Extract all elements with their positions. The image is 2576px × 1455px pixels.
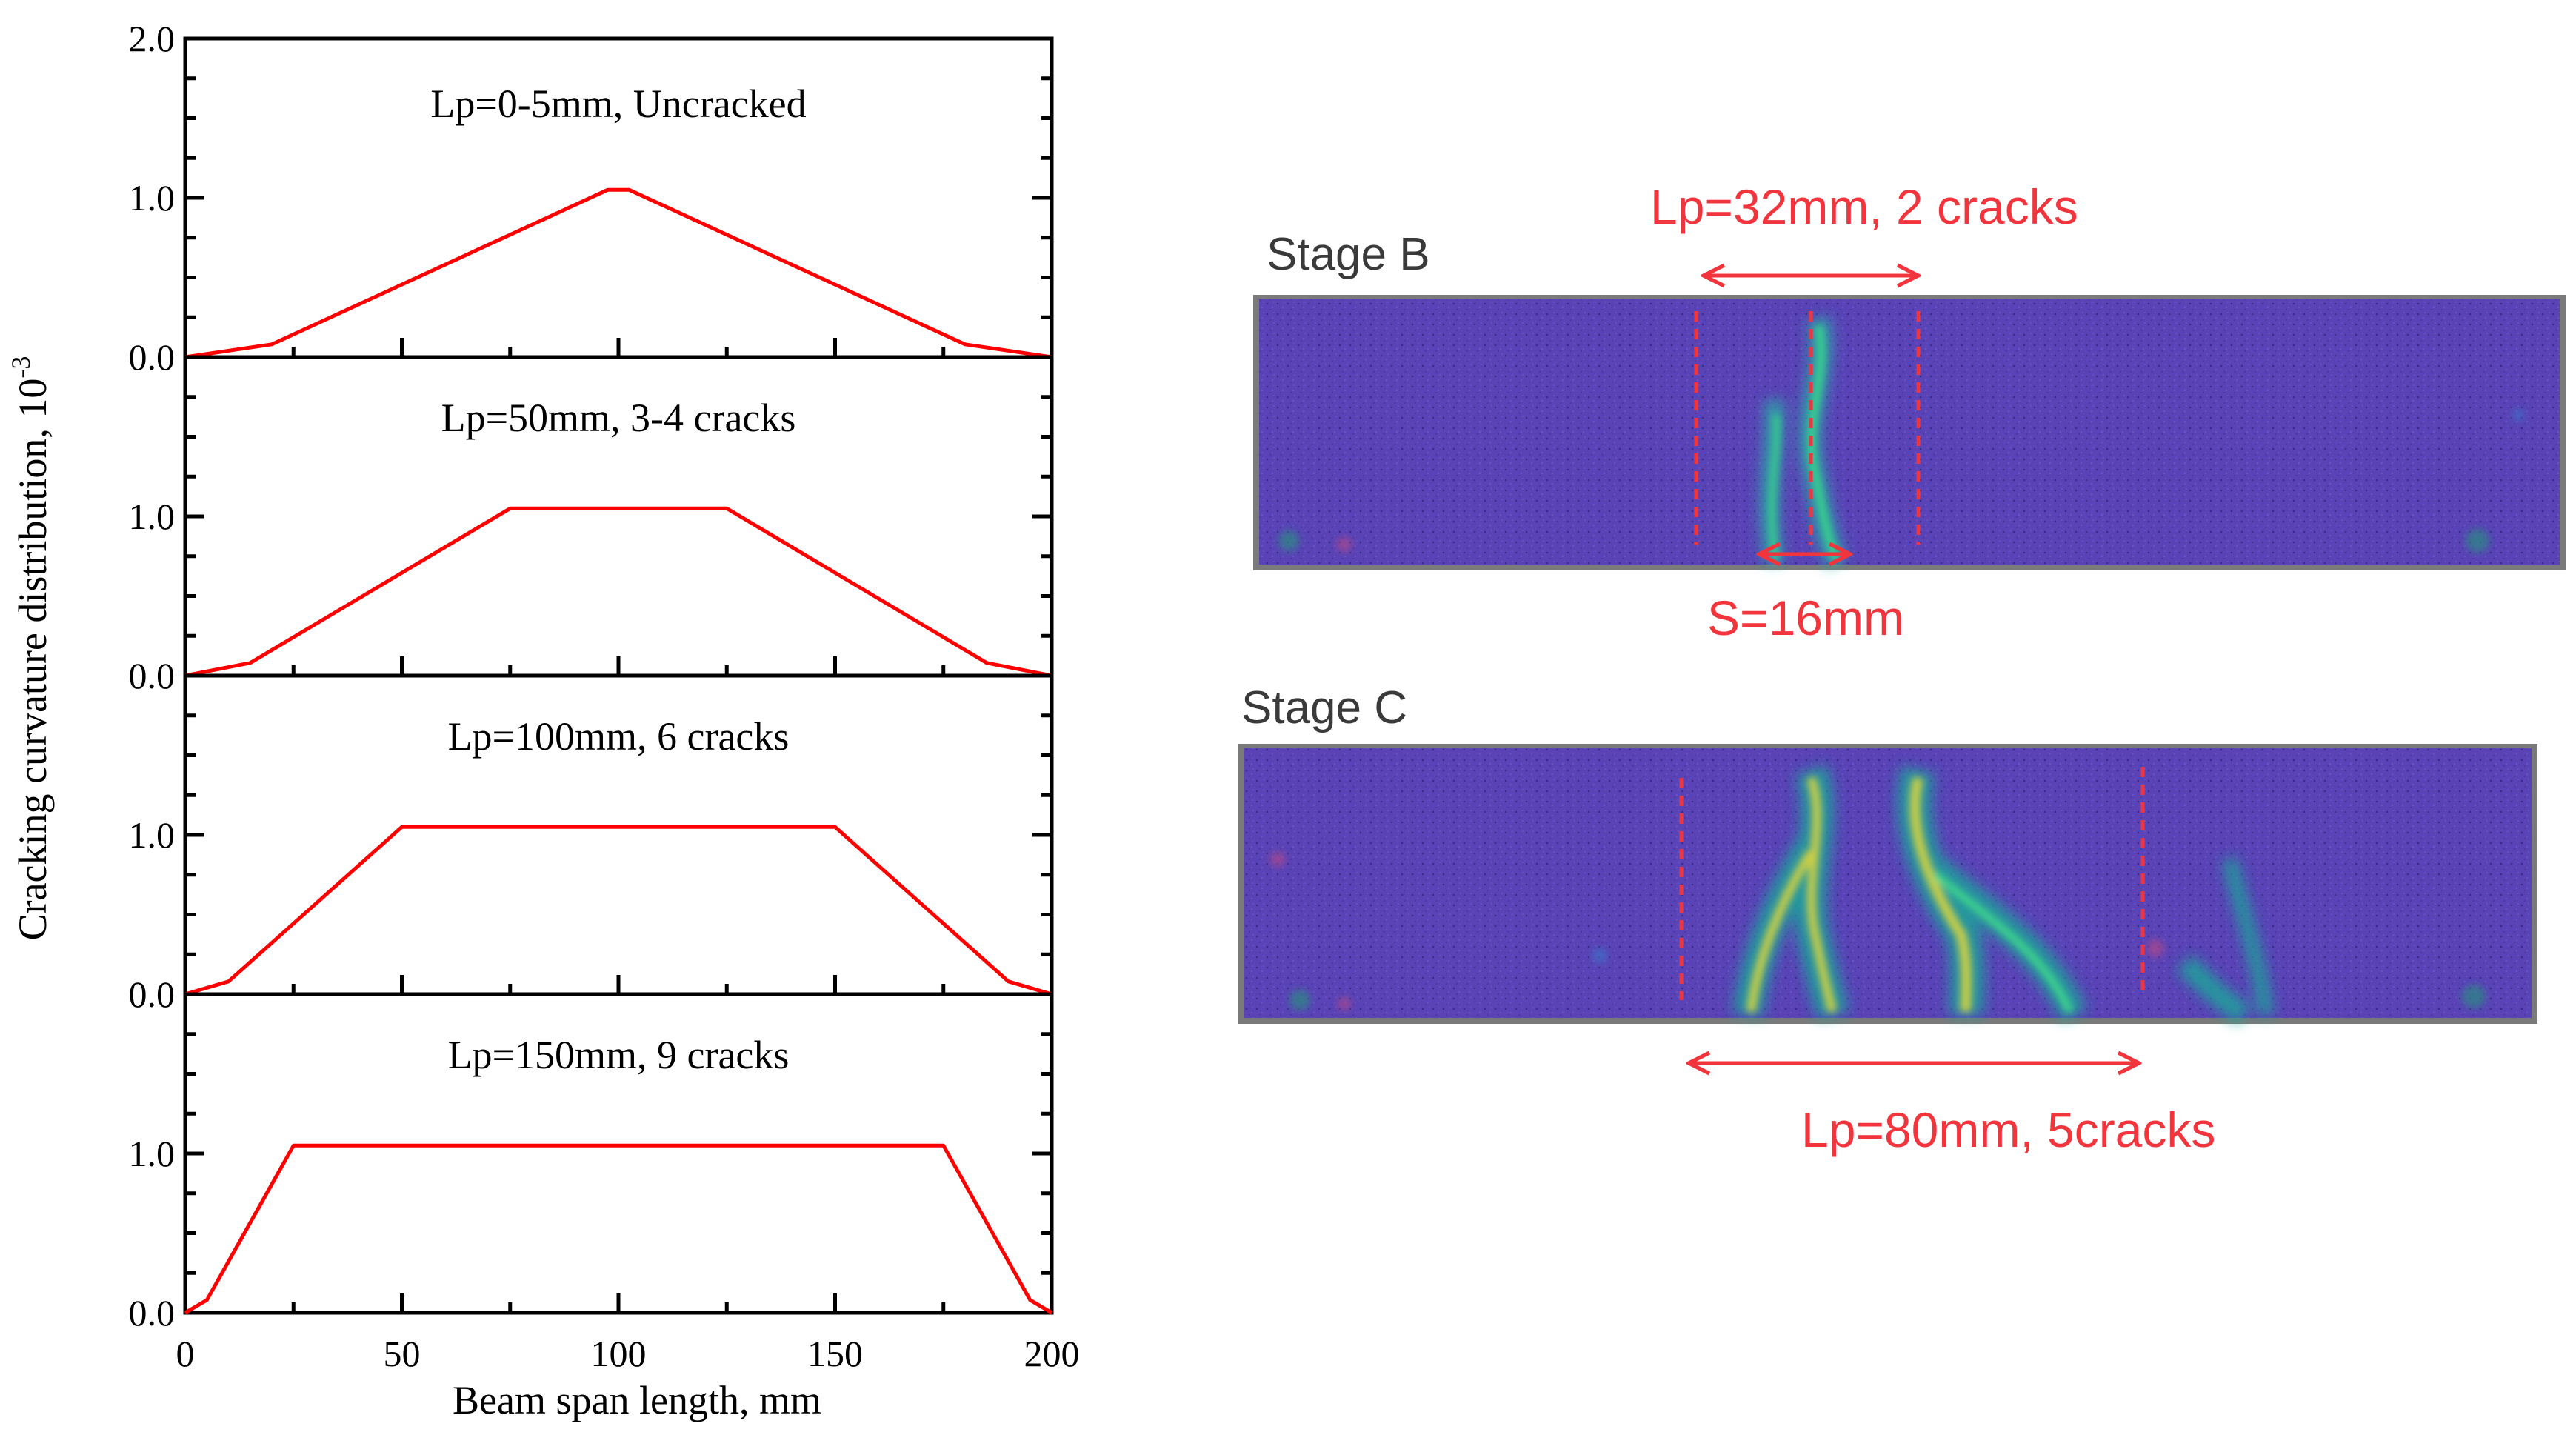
panel-label: Lp=100mm, 6 cracks xyxy=(448,714,790,759)
y-tick-label: 0.0 xyxy=(129,336,176,378)
y-tick-label: 1.0 xyxy=(129,1133,176,1174)
x-tick-label: 200 xyxy=(1024,1333,1080,1374)
stage-b-image xyxy=(1253,295,2566,570)
curvature-chart: 0.0 1.0 2.0 Lp=0-5mm, Uncracked 0.0 1.0 Lp=50m… xyxy=(6,18,1080,1422)
curvature-line xyxy=(184,1143,1053,1315)
panel-1: 0.0 1.0 2.0 Lp=0-5mm, Uncracked xyxy=(129,18,1054,378)
stage-c-lp-annotation: Lp=80mm, 5cracks xyxy=(1801,1102,2215,1157)
stage-c-crack-core xyxy=(1746,776,2074,1014)
panel-3: 0.0 1.0 Lp=100mm, 6 cracks xyxy=(129,673,1054,1015)
curvature-line xyxy=(184,506,1052,678)
stage-b-crack-core xyxy=(1769,324,1841,564)
stage-c-label: Stage C xyxy=(1241,682,1407,733)
curvature-line xyxy=(184,825,1052,996)
panel-4: 0.0 1.0 Lp=150mm, 9 cracks xyxy=(129,992,1054,1334)
panel-label: Lp=0-5mm, Uncracked xyxy=(430,81,806,126)
stage-b-surface xyxy=(1259,299,2560,565)
curvature-line xyxy=(184,187,1052,359)
panel-label: Lp=50mm, 3-4 cracks xyxy=(441,396,796,440)
stage-c-specimen: Stage C xyxy=(1238,682,2537,1157)
y-tick-label: 0.0 xyxy=(129,655,176,696)
stage-b-specimen: Stage B Lp=32mm, 2 cracks xyxy=(1253,179,2566,645)
y-axis-title: Cracking curvature distribution, 10-3 xyxy=(6,356,55,941)
stage-c-surface xyxy=(1244,748,2532,1018)
y-axis-title-exponent: -3 xyxy=(6,356,36,379)
chart-panels: 0.0 1.0 2.0 Lp=0-5mm, Uncracked 0.0 1.0 Lp=50m… xyxy=(129,18,1054,1334)
stage-b-speckle-marks xyxy=(1278,409,2524,553)
y-tick-label: 1.0 xyxy=(129,177,176,219)
y-axis-title-main: Cracking curvature distribution, 10 xyxy=(10,379,55,941)
stage-b-spacing-annotation: S=16mm xyxy=(1707,590,1904,645)
y-tick-label-top: 2.0 xyxy=(129,18,176,59)
stage-b-label: Stage B xyxy=(1267,229,1430,280)
x-tick-label: 50 xyxy=(384,1333,421,1374)
y-tick-label: 0.0 xyxy=(129,973,176,1015)
stage-c-speckle-marks xyxy=(1270,852,2486,1010)
panel-2: 0.0 1.0 Lp=50mm, 3-4 cracks xyxy=(129,355,1054,696)
stage-c-image xyxy=(1238,744,2537,1025)
stage-b-lp-annotation: Lp=32mm, 2 cracks xyxy=(1650,179,2078,234)
y-axis-title-group: Cracking curvature distribution, 10-3 xyxy=(6,356,55,941)
x-axis-title: Beam span length, mm xyxy=(453,1378,821,1422)
y-tick-label: 1.0 xyxy=(129,814,176,856)
panel-label: Lp=150mm, 9 cracks xyxy=(448,1033,790,1077)
x-tick-labels: 0 50 100 150 200 xyxy=(176,1333,1080,1374)
x-tick-label: 0 xyxy=(176,1333,195,1374)
y-tick-label: 0.0 xyxy=(129,1292,176,1334)
x-tick-label: 150 xyxy=(807,1333,863,1374)
x-tick-label: 100 xyxy=(591,1333,647,1374)
y-tick-label: 1.0 xyxy=(129,496,176,537)
